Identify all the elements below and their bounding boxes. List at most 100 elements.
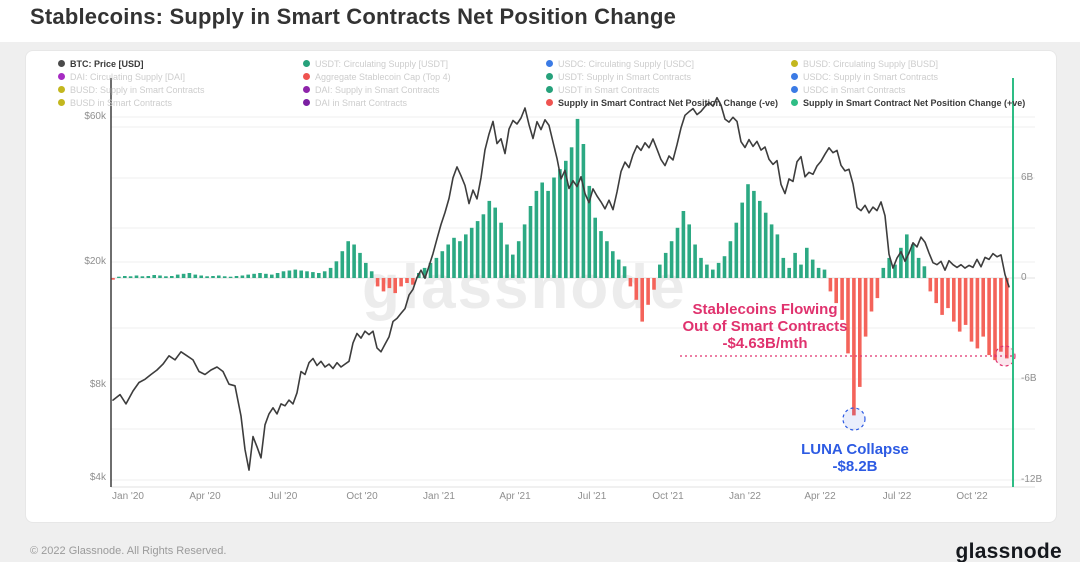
left-axis-tick: $20k xyxy=(84,256,106,267)
legend-item[interactable]: Aggregate Stablecoin Cap (Top 4) xyxy=(303,70,451,83)
net-position-bar-positive xyxy=(452,237,456,278)
net-position-bar-positive xyxy=(364,262,368,278)
net-position-bar-positive xyxy=(611,251,615,278)
flow-out-marker-circle xyxy=(994,345,1016,367)
net-position-bar-positive xyxy=(481,214,486,278)
net-position-bar-positive xyxy=(293,269,298,278)
page-title: Stablecoins: Supply in Smart Contracts N… xyxy=(30,4,677,29)
net-position-bar-positive xyxy=(716,262,721,278)
net-position-bar-positive xyxy=(440,251,445,278)
net-position-bar-negative xyxy=(846,278,850,354)
net-position-bar-positive xyxy=(328,267,333,278)
legend-item[interactable]: USDC: Circulating Supply [USDC] xyxy=(546,57,778,70)
legend-item[interactable]: USDC in Smart Contracts xyxy=(791,83,1025,96)
net-position-bar-negative xyxy=(975,278,980,349)
net-position-bar-positive xyxy=(663,252,668,278)
legend-item[interactable]: BUSD in Smart Contracts xyxy=(58,96,205,109)
net-position-bar-negative xyxy=(928,278,933,292)
net-position-bar-negative xyxy=(957,278,962,332)
net-position-bar-positive xyxy=(181,273,186,278)
net-position-bar-positive xyxy=(170,276,174,278)
net-position-bar-positive xyxy=(164,276,168,278)
legend-dot-icon xyxy=(546,60,553,67)
net-position-bar-positive xyxy=(228,276,233,278)
legend-item[interactable]: BUSD: Supply in Smart Contracts xyxy=(58,83,205,96)
net-position-bar-negative xyxy=(640,278,644,322)
net-position-bar-positive xyxy=(311,272,315,278)
net-position-bar-positive xyxy=(140,276,145,278)
x-axis-tick: Oct '20 xyxy=(346,491,378,502)
net-position-bar-positive xyxy=(887,257,891,278)
net-position-bar-positive xyxy=(558,169,562,278)
legend-item[interactable]: USDT: Supply in Smart Contracts xyxy=(546,70,778,83)
net-position-bar-positive xyxy=(205,276,209,278)
net-position-bar-positive xyxy=(334,261,339,279)
net-position-bar-positive xyxy=(270,274,274,278)
legend-label: DAI: Circulating Supply [DAI] xyxy=(70,71,186,82)
net-position-bar-positive xyxy=(222,276,227,278)
net-position-bar-positive xyxy=(516,241,521,278)
net-position-bar-negative xyxy=(628,278,633,287)
legend-item[interactable]: DAI: Supply in Smart Contracts xyxy=(303,83,451,96)
legend-item[interactable]: DAI in Smart Contracts xyxy=(303,96,451,109)
legend-column-3: USDC: Circulating Supply [USDC] USDT: Sup… xyxy=(546,57,778,109)
luna-line2: -$8.2B xyxy=(832,458,878,475)
net-position-bar-negative xyxy=(940,278,944,315)
net-position-bar-positive xyxy=(746,184,750,278)
legend-item[interactable]: USDC: Supply in Smart Contracts xyxy=(791,70,1025,83)
x-axis-tick: Jul '22 xyxy=(882,491,912,502)
legend-item[interactable]: Supply in Smart Contract Net Position Ch… xyxy=(546,96,778,109)
legend-column-2: USDT: Circulating Supply [USDT] Aggregate… xyxy=(303,57,451,109)
net-position-bar-negative xyxy=(834,278,838,304)
x-axis-tick: Apr '22 xyxy=(804,491,836,502)
net-position-bar-positive xyxy=(758,200,762,278)
net-position-bar-negative xyxy=(387,278,392,289)
net-position-bar-positive xyxy=(605,241,609,278)
right-axis-tick: -6B xyxy=(1021,373,1037,384)
x-axis-tick: Oct '22 xyxy=(956,491,988,502)
legend-item[interactable]: DAI: Circulating Supply [DAI] xyxy=(58,70,205,83)
net-position-bar-positive xyxy=(146,276,151,278)
net-position-bar-positive xyxy=(522,224,527,278)
net-position-bar-positive xyxy=(305,271,309,278)
x-axis-tick: Jan '22 xyxy=(729,491,761,502)
net-position-bar-positive xyxy=(799,264,803,278)
net-position-bar-positive xyxy=(511,254,515,278)
legend-label: USDT: Circulating Supply [USDT] xyxy=(315,58,449,69)
net-position-bar-positive xyxy=(793,252,797,278)
legend-item[interactable]: USDT in Smart Contracts xyxy=(546,83,778,96)
net-position-bar-positive xyxy=(822,269,827,278)
net-position-bar-negative xyxy=(399,278,403,287)
legend-dot-icon xyxy=(546,73,553,80)
net-position-bar-positive xyxy=(881,267,886,278)
net-position-bar-negative xyxy=(993,278,997,361)
net-position-bar-positive xyxy=(528,206,533,278)
net-position-bar-positive xyxy=(117,276,121,278)
net-position-bar-positive xyxy=(422,267,427,278)
net-position-bar-positive xyxy=(899,247,903,278)
net-position-bar-positive xyxy=(781,257,786,278)
legend-item[interactable]: BUSD: Circulating Supply [BUSD] xyxy=(791,57,1025,70)
net-position-bar-positive xyxy=(763,212,768,278)
flow-out-line1: Stablecoins Flowing xyxy=(692,301,838,318)
legend-column-1: BTC: Price [USD] DAI: Circulating Supply … xyxy=(58,57,205,109)
left-axis-tick: $8k xyxy=(89,379,106,390)
net-position-bar-negative xyxy=(405,278,409,283)
legend-item[interactable]: USDT: Circulating Supply [USDT] xyxy=(303,57,451,70)
legend-item[interactable]: BTC: Price [USD] xyxy=(58,57,205,70)
net-position-bar-positive xyxy=(493,207,497,278)
net-position-bar-positive xyxy=(669,241,674,278)
right-axis-tick: 6B xyxy=(1021,172,1034,183)
x-axis-tick: Apr '20 xyxy=(189,491,221,502)
net-position-bar-negative xyxy=(875,278,880,299)
net-position-bar-positive xyxy=(499,222,503,278)
legend-label: Supply in Smart Contract Net Position Ch… xyxy=(803,97,1026,108)
net-position-bar-positive xyxy=(769,224,774,278)
net-position-bar-positive xyxy=(711,269,715,278)
net-position-bar-positive xyxy=(893,264,897,278)
legend-dot-icon xyxy=(58,73,65,80)
net-position-bar-positive xyxy=(475,221,480,278)
net-position-bar-positive xyxy=(246,274,250,278)
legend-item[interactable]: Supply in Smart Contract Net Position Ch… xyxy=(791,96,1025,109)
